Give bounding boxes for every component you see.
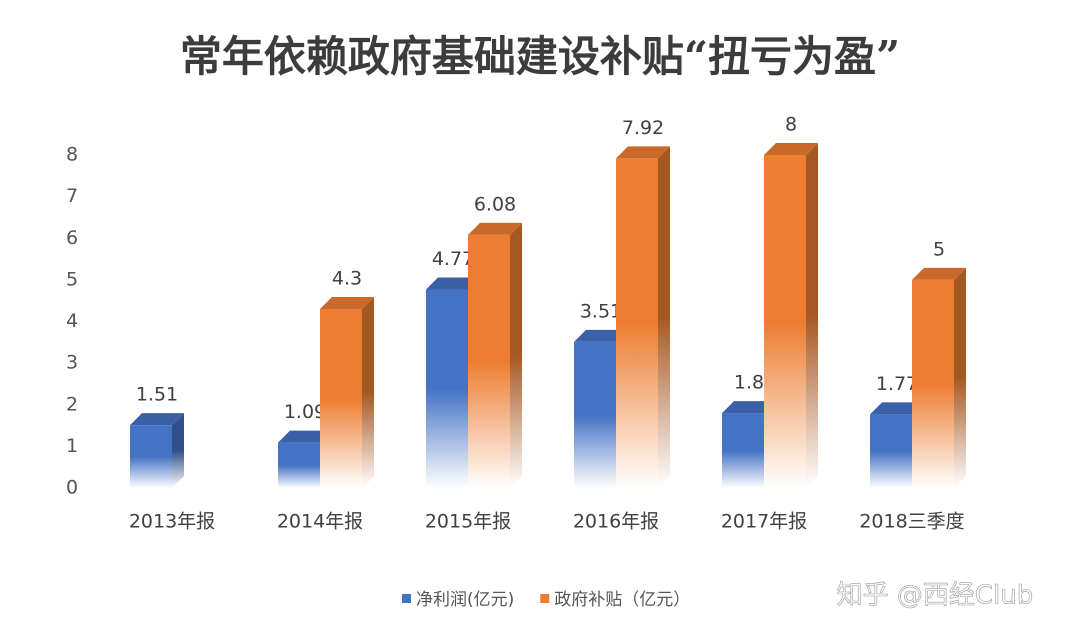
bar — [912, 279, 954, 488]
data-label: 8 — [785, 114, 797, 136]
y-tick-label: 5 — [66, 268, 78, 290]
bar-side — [510, 222, 522, 489]
data-label: 4.3 — [332, 268, 362, 290]
bar-side — [806, 143, 818, 488]
bar — [616, 158, 658, 488]
data-label: 1.8 — [734, 372, 764, 394]
legend-label: 净利润(亿元) — [416, 590, 514, 610]
watermark: 知乎 @西经Club — [837, 581, 1034, 611]
x-tick-label: 2017年报 — [721, 511, 807, 533]
y-tick-label: 6 — [66, 227, 78, 249]
bar-top — [912, 267, 966, 280]
bar-side — [172, 413, 184, 488]
bar — [426, 289, 468, 488]
bar-top — [764, 143, 818, 155]
bar-side — [658, 146, 670, 488]
bar-side — [954, 267, 966, 488]
bar — [764, 155, 806, 488]
bar — [278, 442, 320, 488]
bar-top — [870, 402, 924, 415]
bar-top — [468, 222, 522, 235]
data-label: 7.92 — [622, 117, 664, 139]
bar — [574, 341, 616, 488]
x-tick-label: 2013年报 — [129, 511, 215, 533]
data-label: 1.77 — [876, 373, 918, 395]
bar — [320, 309, 362, 488]
bar — [870, 414, 912, 488]
bar — [722, 413, 764, 488]
bar — [468, 234, 510, 488]
data-label: 4.77 — [432, 248, 474, 270]
data-label: 1.51 — [136, 384, 178, 406]
bar-top — [320, 297, 374, 310]
x-tick-label: 2016年报 — [573, 511, 659, 533]
data-label: 1.09 — [284, 401, 326, 423]
bar-top — [574, 329, 628, 342]
x-tick-label: 2015年报 — [425, 511, 511, 533]
y-tick-label: 8 — [66, 144, 78, 166]
x-tick-label: 2018三季度 — [859, 511, 964, 533]
data-label: 5 — [933, 238, 945, 260]
bar-top — [616, 146, 670, 159]
bar-top — [130, 413, 184, 426]
y-tick-label: 7 — [66, 185, 78, 207]
data-label: 3.51 — [580, 300, 622, 322]
bar-top — [278, 430, 332, 443]
y-tick-label: 4 — [66, 310, 78, 332]
legend-label: 政府补贴（亿元） — [554, 590, 690, 610]
bar — [130, 425, 172, 488]
bar-top — [426, 277, 480, 290]
bar-top — [722, 401, 776, 414]
legend-swatch — [402, 594, 411, 603]
y-tick-label: 3 — [66, 352, 78, 374]
x-tick-label: 2014年报 — [277, 511, 363, 533]
data-label: 6.08 — [474, 193, 516, 215]
y-tick-label: 1 — [66, 435, 78, 457]
bar-side — [362, 297, 374, 488]
chart-title: 常年依赖政府基础建设补贴“扭亏为盈” — [180, 32, 900, 81]
y-tick-label: 2 — [66, 393, 78, 415]
legend-swatch — [540, 594, 550, 603]
y-tick-label: 0 — [66, 477, 78, 499]
